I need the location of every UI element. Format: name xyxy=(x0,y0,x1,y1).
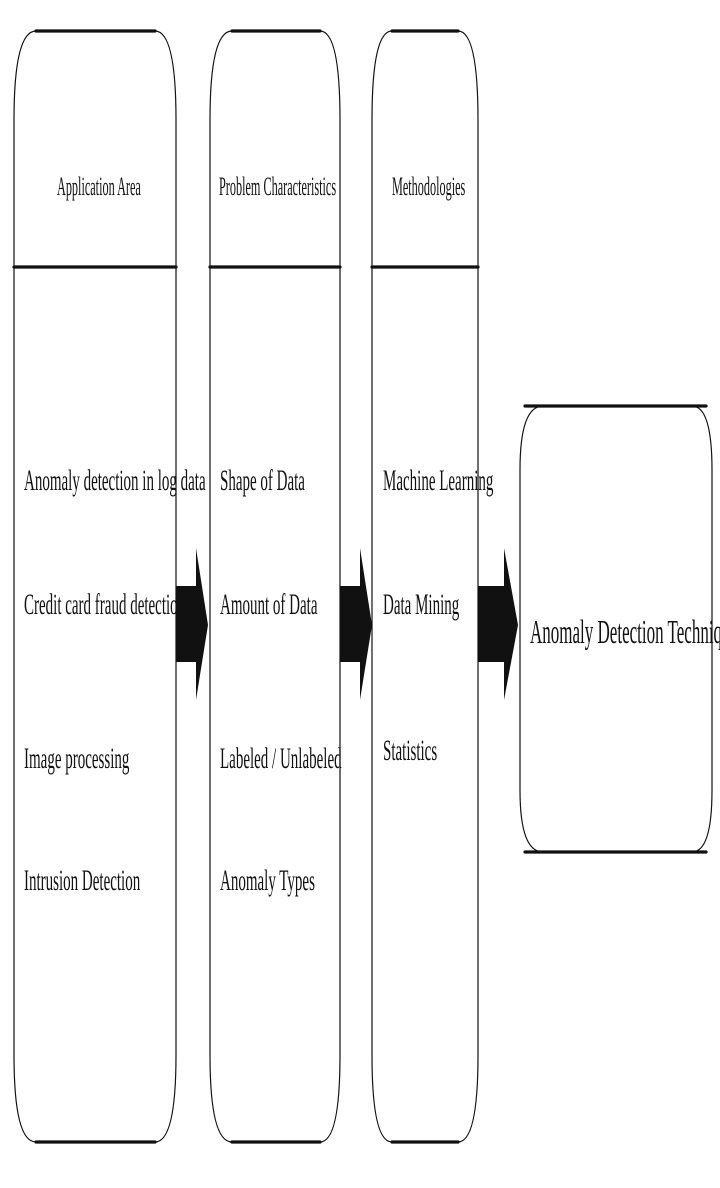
arrow-2-icon xyxy=(340,548,372,700)
list-item: Intrusion Detection xyxy=(24,864,141,897)
list-item: Shape of Data xyxy=(220,464,305,497)
list-item: Image processing xyxy=(24,742,130,775)
problem-characteristics-box xyxy=(208,29,342,1144)
list-item: Statistics xyxy=(383,734,438,767)
application-area-box xyxy=(12,29,178,1144)
list-item: Data Mining xyxy=(383,588,460,621)
list-item: Anomaly detection in log data xyxy=(24,464,206,497)
arrow-3-icon xyxy=(478,548,518,700)
methodologies-box xyxy=(370,29,480,1144)
column-header-methodologies: Methodologies xyxy=(392,172,466,201)
column-header-application-area: Application Area xyxy=(57,172,141,201)
list-item: Amount of Data xyxy=(220,588,318,621)
result-box xyxy=(519,404,713,854)
list-item: Anomaly Types xyxy=(220,864,315,897)
list-item: Labeled / Unlabeled xyxy=(220,742,342,775)
arrow-1-icon xyxy=(176,548,208,700)
list-item: Machine Learning xyxy=(383,464,494,497)
column-header-problem-characteristics: Problem Characteristics xyxy=(219,172,337,201)
list-item: Credit card fraud detection xyxy=(24,588,186,621)
result-label: Anomaly Detection Technique xyxy=(530,614,720,651)
